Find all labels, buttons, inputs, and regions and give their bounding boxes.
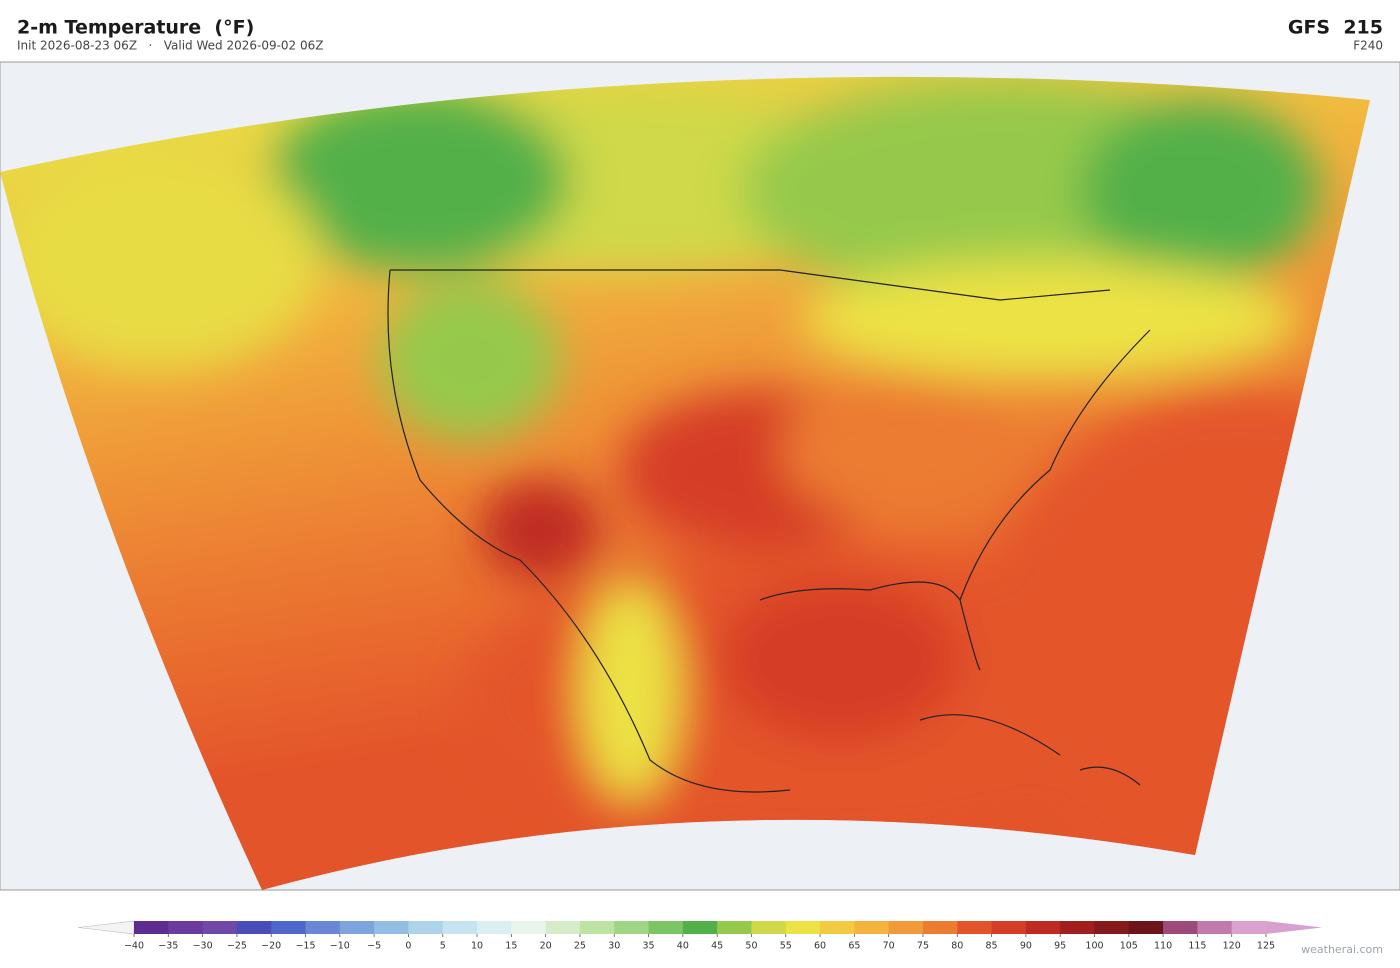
colorbar-tick-label: 100 bbox=[1085, 941, 1103, 952]
colorbar-tick-label: 55 bbox=[780, 941, 792, 952]
title: 2-m Temperature (°F) bbox=[17, 17, 254, 39]
colorbar-extend-low bbox=[77, 920, 135, 935]
colorbar-bin bbox=[854, 921, 890, 934]
model-label: GFS 215 bbox=[1288, 17, 1383, 39]
colorbar-tick-label: 80 bbox=[951, 941, 963, 952]
colorbar-tick-label: 85 bbox=[986, 941, 998, 952]
colorbar-bin bbox=[1060, 921, 1095, 934]
colorbar-bin bbox=[168, 921, 204, 934]
colorbar-bin bbox=[751, 921, 787, 934]
colorbar-tick-label: 5 bbox=[440, 941, 446, 952]
colorbar-bin bbox=[477, 921, 512, 934]
colorbar-bin bbox=[614, 921, 649, 934]
colorbar-tick-label: 105 bbox=[1120, 941, 1138, 952]
colorbar-bin bbox=[374, 921, 409, 934]
colorbar-tick-label: 20 bbox=[540, 941, 552, 952]
colorbar-bin bbox=[922, 921, 958, 934]
colorbar-tick-label: −5 bbox=[367, 941, 381, 952]
colorbar-bin bbox=[408, 921, 444, 934]
colorbar-tick-label: 75 bbox=[917, 941, 929, 952]
colorbar-bin bbox=[579, 921, 615, 934]
colorbar-bin bbox=[134, 921, 169, 934]
colorbar-tick-label: −20 bbox=[261, 941, 281, 952]
colorbar-bin bbox=[1025, 921, 1061, 934]
colorbar-bin bbox=[1197, 921, 1233, 934]
colorbar-bin bbox=[1231, 921, 1267, 934]
colorbar-tick-label: 70 bbox=[883, 941, 895, 952]
colorbar-bin bbox=[545, 921, 581, 934]
colorbar-tick-label: 115 bbox=[1188, 941, 1206, 952]
colorbar-bin bbox=[682, 921, 718, 934]
subtitle: Init 2026-08-23 06Z · Valid Wed 2026-09-… bbox=[17, 39, 324, 53]
colorbar-bin bbox=[1094, 921, 1130, 934]
colorbar-tick-label: 45 bbox=[711, 941, 723, 952]
colorbar-bin bbox=[1163, 921, 1198, 934]
colorbar-bin bbox=[339, 921, 375, 934]
colorbar-bin bbox=[888, 921, 924, 934]
colorbar-bin bbox=[717, 921, 752, 934]
colorbar-tick-label: 110 bbox=[1154, 941, 1172, 952]
colorbar-extend-high bbox=[1266, 921, 1322, 934]
colorbar-bin bbox=[1128, 921, 1164, 934]
colorbar-tick-label: −35 bbox=[158, 941, 178, 952]
colorbar-tick-label: −10 bbox=[330, 941, 350, 952]
colorbar-tick-label: 0 bbox=[405, 941, 411, 952]
colorbar-tick-label: 15 bbox=[505, 941, 517, 952]
map bbox=[0, 61, 1400, 891]
colorbar-tick-label: 50 bbox=[745, 941, 757, 952]
colorbar-bin bbox=[442, 921, 478, 934]
colorbar-bin bbox=[991, 921, 1027, 934]
colorbar-tick-label: 60 bbox=[814, 941, 826, 952]
colorbar-tick-label: 125 bbox=[1257, 941, 1275, 952]
colorbar-tick-label: 90 bbox=[1020, 941, 1032, 952]
colorbar: −40 −35 −30 −25 −20 −15 −10 −5 0 5 10 15 20 25 30 35 40 4… bbox=[77, 920, 1322, 952]
colorbar-tick-label: 95 bbox=[1054, 941, 1066, 952]
colorbar-tick-label: −15 bbox=[295, 941, 315, 952]
colorbar-tick-label: −25 bbox=[227, 941, 247, 952]
colorbar-tick-label: 120 bbox=[1223, 941, 1241, 952]
colorbar-bin bbox=[202, 921, 238, 934]
colorbar-tick-label: 10 bbox=[471, 941, 483, 952]
forecast-hour: F240 bbox=[1353, 39, 1383, 53]
colorbar-bin bbox=[511, 921, 547, 934]
colorbar-tick-label: −40 bbox=[124, 941, 144, 952]
colorbar-bin bbox=[648, 921, 684, 934]
colorbar-tick-label: 25 bbox=[574, 941, 586, 952]
colorbar-bin bbox=[305, 921, 341, 934]
credit: weatherai.com bbox=[1301, 943, 1383, 956]
colorbar-tick-label: 35 bbox=[642, 941, 654, 952]
colorbar-bin bbox=[957, 921, 992, 934]
colorbar-tick-label: 65 bbox=[848, 941, 860, 952]
colorbar-bin bbox=[271, 921, 306, 934]
colorbar-tick-label: 30 bbox=[608, 941, 620, 952]
colorbar-tick-label: −30 bbox=[193, 941, 213, 952]
colorbar-bin bbox=[820, 921, 855, 934]
colorbar-tick-label: 40 bbox=[677, 941, 689, 952]
colorbar-bin bbox=[236, 921, 272, 934]
colorbar-bin bbox=[785, 921, 821, 934]
